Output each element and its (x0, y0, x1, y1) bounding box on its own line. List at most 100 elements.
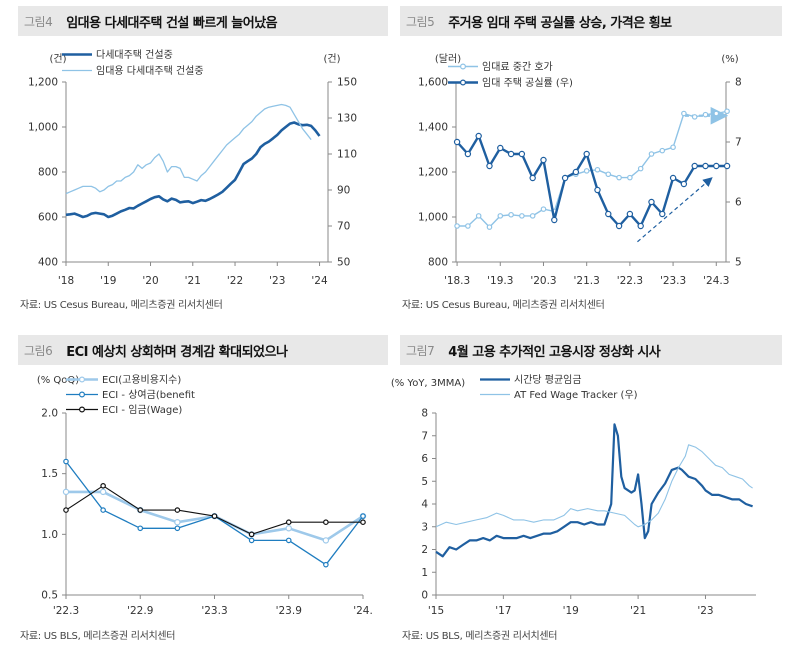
series-point (529, 174, 536, 182)
x-tick-label: '17 (495, 605, 511, 617)
y-tick-label-right: 5 (735, 257, 742, 269)
x-tick-label: '22 (227, 275, 243, 287)
figure-number: 그림4 (24, 14, 53, 29)
series-point (724, 108, 730, 115)
chart-rental-vacancy: (달러) (%) 1,600 1,400 1,200 1,000 800 8 7 6 5 '18.3 '… (418, 53, 742, 287)
figure-panel-6: 그림6 ECI 예상치 상회하며 경계감 확대되었으나 (% QoQ) 2.0 1.… (18, 335, 388, 645)
y-tick-label-right: 8 (735, 77, 742, 89)
figure-title-bar: 그림5 주거용 임대 주택 공실률 상승, 가격은 횡보 (400, 6, 782, 36)
y-tick-label-left: 600 (38, 212, 58, 224)
series-point (616, 174, 622, 181)
x-tick-label: '22.3 (617, 275, 643, 287)
series-point (561, 174, 569, 182)
legend-label: 임대용 다세대주택 건설중 (96, 64, 204, 77)
x-tick-label: '19 (100, 275, 116, 287)
series-point (594, 166, 601, 173)
series-line-1 (65, 121, 321, 219)
figure-panel-5: 그림5 주거용 임대 주택 공실률 상승, 가격은 횡보 (달러) (%) 1,60… (400, 6, 782, 316)
x-tick-label: '23.9 (276, 605, 302, 617)
legend-marker (459, 63, 466, 70)
series-point (497, 144, 504, 152)
series-line-2 (435, 444, 753, 528)
series-point (713, 162, 720, 170)
series-point (100, 507, 106, 513)
series-point (583, 168, 590, 174)
y-axis-unit-right: (%) (721, 54, 738, 65)
y-tick-label-left: 1,000 (28, 122, 58, 134)
series-point (637, 222, 644, 230)
series-point (248, 531, 255, 538)
legend-marker (459, 79, 466, 86)
x-tick-label: '18.3 (444, 275, 470, 287)
x-tick-label: '21.3 (574, 275, 600, 287)
x-tick-label: '23 (269, 275, 285, 287)
series-point (63, 458, 69, 465)
y-tick-label-left: 1.5 (41, 468, 58, 480)
series-point (713, 110, 720, 117)
y-axis-unit-left: (달러) (435, 53, 461, 65)
legend-label: ECI - 임금(Wage) (102, 403, 182, 416)
series-point (174, 525, 181, 532)
y-tick-label-left: 1,400 (418, 122, 448, 134)
y-tick-label-left: 2.0 (41, 408, 58, 420)
chart-multifamily-construction: (건) (건) 1,200 1,000 800 600 400 150 130 110 90 70 50… (28, 49, 357, 287)
series-point (100, 483, 106, 489)
x-tick-label: '19.3 (487, 275, 513, 287)
y-tick-label-right: 90 (337, 185, 350, 197)
series-point (465, 223, 471, 229)
y-tick-label-left: 400 (38, 257, 58, 269)
series-point (681, 110, 687, 117)
legend-label: 임대료 중간 호가 (482, 60, 553, 73)
figure-panel-7: 그림7 4월 고용 추가적인 고용시장 정상화 시사 (% YoY, 3MMA)… (391, 335, 782, 645)
series-point (670, 144, 676, 151)
figure-title-bar: 그림6 ECI 예상치 상회하며 경계감 확대되었으나 (18, 335, 388, 365)
series-point (540, 156, 547, 164)
series-point (605, 171, 612, 178)
y-tick-label-left: 1,200 (418, 167, 448, 179)
trend-arrow (637, 177, 713, 243)
series-point (615, 222, 623, 230)
series-line-2 (65, 103, 312, 195)
series-point (627, 174, 633, 181)
figure-title: 주거용 임대 주택 공실률 상승, 가격은 횡보 (448, 15, 672, 31)
series-point (723, 162, 731, 170)
legend-marker (78, 406, 85, 413)
x-tick-label: '22.9 (127, 605, 153, 617)
x-tick-label: '21 (185, 275, 201, 287)
series-point (508, 211, 514, 218)
series-point (659, 210, 666, 218)
x-tick-label: '23 (697, 605, 713, 617)
series-point (454, 223, 460, 229)
x-tick-label: '20.3 (530, 275, 556, 287)
y-tick-label-right: 70 (337, 221, 350, 233)
series-point (551, 216, 558, 224)
series-point (211, 513, 218, 519)
y-tick-label-left: 1 (421, 567, 428, 579)
x-tick-label: '23.3 (201, 605, 227, 617)
series-point (691, 162, 698, 170)
y-tick-label-left: 2 (421, 544, 428, 556)
y-tick-label-left: 800 (38, 167, 58, 179)
figure-title-bar: 그림7 4월 고용 추가적인 고용시장 정상화 시사 (400, 335, 782, 365)
x-tick-label: '24.3 (703, 275, 729, 287)
series-point (323, 519, 329, 526)
series-point (62, 488, 70, 496)
y-tick-label-left: 4 (421, 499, 428, 511)
series-point (659, 147, 666, 154)
series-point (507, 150, 515, 158)
figure-number: 그림6 (24, 343, 53, 358)
y-tick-label-right: 150 (337, 77, 357, 89)
x-tick-label: '24. (353, 605, 373, 617)
x-tick-label: '19 (563, 605, 579, 617)
series-point (453, 138, 461, 146)
x-tick-label: '15 (428, 605, 444, 617)
figure-title: 4월 고용 추가적인 고용시장 정상화 시사 (448, 344, 661, 360)
y-tick-label-left: 6 (421, 453, 428, 465)
x-tick-label: '18 (58, 275, 74, 287)
series-point (518, 150, 526, 158)
x-tick-label: '20 (142, 275, 158, 287)
series-point (680, 180, 688, 188)
y-tick-label-left: 1,600 (418, 77, 448, 89)
y-tick-label-left: 0 (421, 590, 428, 602)
series-point (626, 210, 634, 218)
